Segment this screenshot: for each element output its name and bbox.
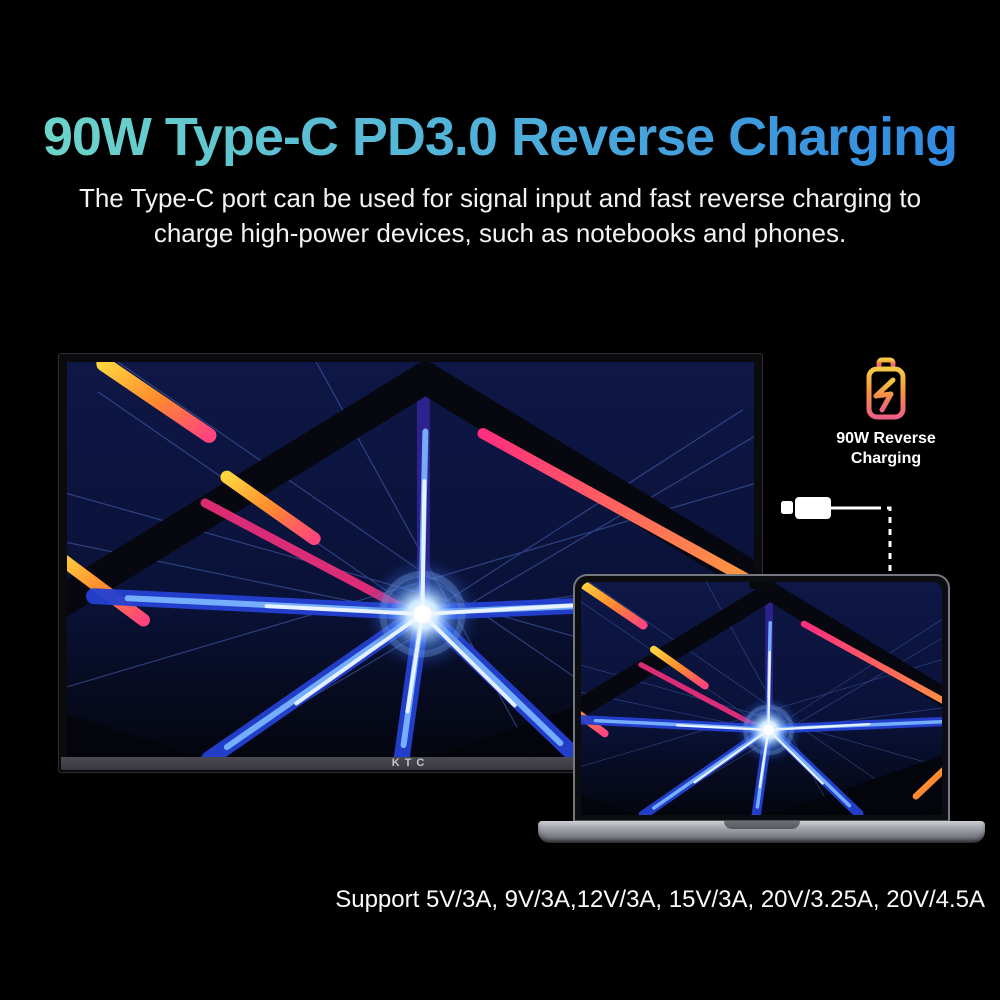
monitor: KTC xyxy=(58,353,763,773)
usb-c-cable xyxy=(781,497,892,575)
subtitle-line-2: charge high-power devices, such as noteb… xyxy=(153,218,847,248)
charging-badge-label: 90W Reverse Charging xyxy=(811,429,961,469)
screen-artwork xyxy=(581,582,942,815)
laptop-lid xyxy=(573,574,950,822)
page-title: 90W Type-C PD3.0 Reverse Charging xyxy=(0,106,1000,168)
laptop-camera-notch xyxy=(748,582,775,589)
cable-dashed-line xyxy=(875,506,892,575)
subtitle-line-1: The Type-C port can be used for signal i… xyxy=(78,183,922,213)
usb-c-plug-icon xyxy=(781,497,831,519)
battery-charging-icon xyxy=(866,357,906,420)
charging-badge-label-line-1: 90W Reverse xyxy=(836,430,936,447)
laptop-base xyxy=(538,821,985,843)
subtitle: The Type-C port can be used for signal i… xyxy=(0,181,1000,251)
monitor-brand-logo: KTC xyxy=(391,757,430,769)
laptop-screen xyxy=(581,582,942,815)
support-specs: Support 5V/3A, 9V/3A,12V/3A, 15V/3A, 20V… xyxy=(335,886,985,913)
laptop-base-notch xyxy=(723,821,800,829)
charging-badge-label-line-2: Charging xyxy=(850,450,922,467)
